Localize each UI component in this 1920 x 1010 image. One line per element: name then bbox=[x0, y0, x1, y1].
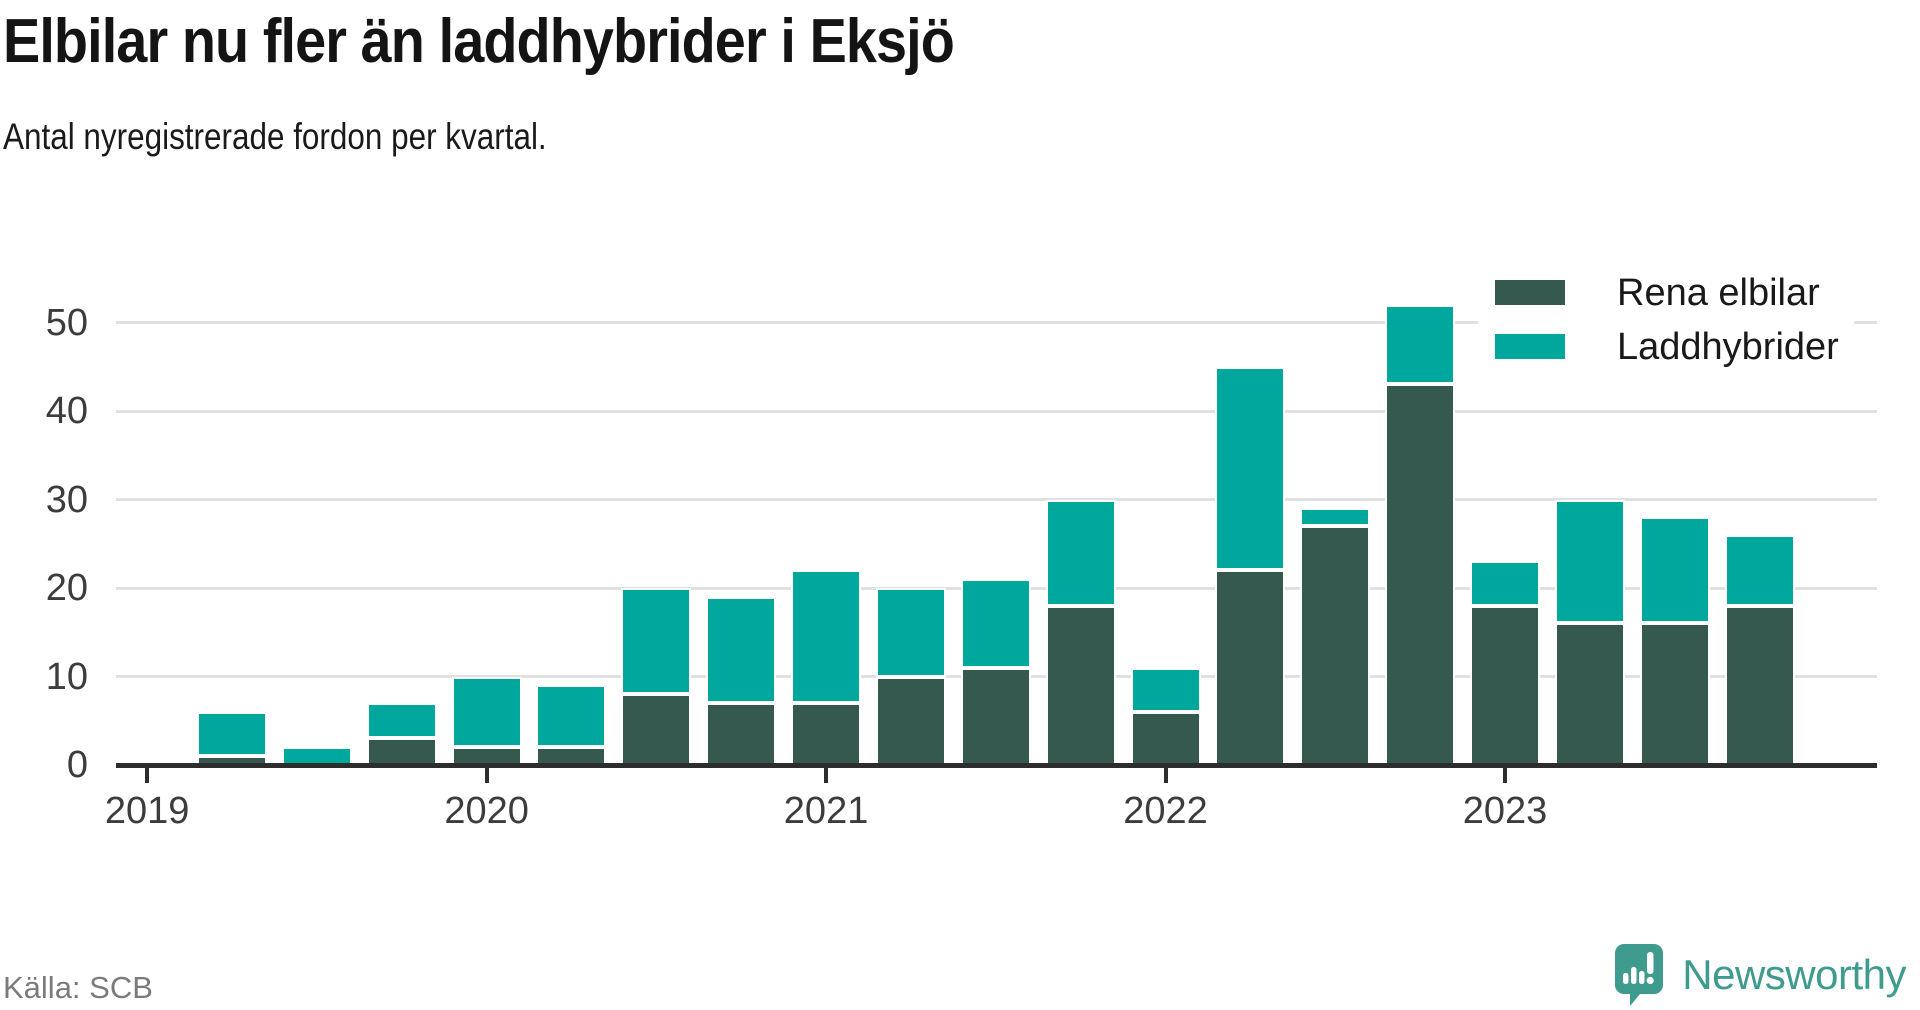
x-axis-tick bbox=[824, 768, 829, 783]
bar-segment-laddhybrider bbox=[1385, 304, 1456, 385]
bar-segment-laddhybrider bbox=[621, 588, 692, 695]
bar-segment-laddhybrider bbox=[1639, 517, 1710, 624]
bar-segment-rena-elbilar bbox=[1724, 605, 1795, 765]
brand-name: Newsworthy bbox=[1682, 951, 1906, 998]
bar-segment-laddhybrider bbox=[1470, 561, 1541, 606]
bar-segment-rena-elbilar bbox=[1639, 623, 1710, 765]
bar-segment-rena-elbilar bbox=[706, 703, 777, 765]
x-axis-tick-label: 2021 bbox=[783, 790, 869, 832]
bar-segment-rena-elbilar bbox=[621, 694, 692, 765]
x-axis-tick-label: 2023 bbox=[1462, 790, 1548, 832]
x-axis-tick bbox=[484, 768, 489, 783]
bar-segment-rena-elbilar bbox=[1215, 570, 1286, 765]
bar-segment-laddhybrider bbox=[1554, 499, 1625, 624]
bar-segment-rena-elbilar bbox=[791, 703, 862, 765]
bar-segment-laddhybrider bbox=[960, 579, 1031, 668]
bar-segment-rena-elbilar bbox=[960, 667, 1031, 765]
bar-segment-laddhybrider bbox=[1130, 667, 1201, 712]
y-gridline bbox=[116, 321, 1877, 324]
x-axis-tick bbox=[1503, 768, 1508, 783]
bar-segment-laddhybrider bbox=[791, 570, 862, 704]
bar-segment-rena-elbilar bbox=[1470, 605, 1541, 765]
page-title: Elbilar nu fler än laddhybrider i Eksjö bbox=[3, 7, 955, 76]
x-axis-tick-label: 2019 bbox=[104, 790, 190, 832]
y-gridline bbox=[116, 498, 1877, 501]
bar-segment-laddhybrider bbox=[197, 711, 267, 757]
bar-segment-laddhybrider bbox=[1215, 366, 1286, 571]
x-axis-tick-label: 2022 bbox=[1123, 790, 1208, 832]
bar-segment-laddhybrider bbox=[366, 703, 437, 739]
legend-label: Rena elbilar bbox=[1617, 272, 1820, 314]
bar-segment-laddhybrider bbox=[875, 588, 946, 677]
legend-swatch-dark bbox=[1495, 280, 1565, 305]
x-axis-tick bbox=[145, 768, 150, 783]
newsworthy-brand: Newsworthy bbox=[1614, 942, 1906, 1008]
y-axis-tick-label: 0 bbox=[66, 744, 88, 786]
legend-swatch-teal bbox=[1495, 334, 1565, 359]
legend-label: Laddhybrider bbox=[1617, 326, 1839, 368]
x-axis-tick bbox=[1163, 768, 1168, 783]
y-axis-tick-label: 50 bbox=[45, 301, 88, 344]
chart-legend: Rena elbilar Laddhybrider bbox=[1478, 266, 1854, 374]
bar-segment-rena-elbilar bbox=[1045, 605, 1116, 765]
y-axis-tick-label: 20 bbox=[45, 567, 88, 609]
bar-segment-rena-elbilar bbox=[1130, 711, 1201, 765]
bar-segment-laddhybrider bbox=[1724, 534, 1795, 606]
y-axis-tick-label: 40 bbox=[45, 390, 88, 432]
bar-segment-laddhybrider bbox=[451, 676, 522, 748]
x-axis-line bbox=[116, 763, 1877, 768]
x-axis-tick-label: 2020 bbox=[444, 790, 529, 832]
bar-segment-rena-elbilar bbox=[1300, 526, 1371, 765]
bar-segment-rena-elbilar bbox=[1385, 384, 1456, 765]
bar-segment-rena-elbilar bbox=[1554, 623, 1625, 765]
speech-bubble-bar-chart-icon bbox=[1615, 944, 1664, 1006]
bar-segment-laddhybrider bbox=[1045, 499, 1116, 606]
bar-segment-laddhybrider bbox=[706, 596, 777, 704]
bar-segment-laddhybrider bbox=[536, 685, 607, 748]
y-axis-tick-label: 10 bbox=[45, 655, 88, 698]
source-attribution: Källa: SCB bbox=[3, 970, 153, 1005]
page-subtitle: Antal nyregistrerade fordon per kvartal. bbox=[3, 116, 547, 157]
bar-segment-laddhybrider bbox=[1300, 508, 1371, 527]
bar-segment-rena-elbilar bbox=[366, 738, 437, 765]
bar-segment-rena-elbilar bbox=[875, 676, 946, 765]
y-gridline bbox=[116, 409, 1877, 413]
y-axis-tick-label: 30 bbox=[45, 478, 88, 521]
